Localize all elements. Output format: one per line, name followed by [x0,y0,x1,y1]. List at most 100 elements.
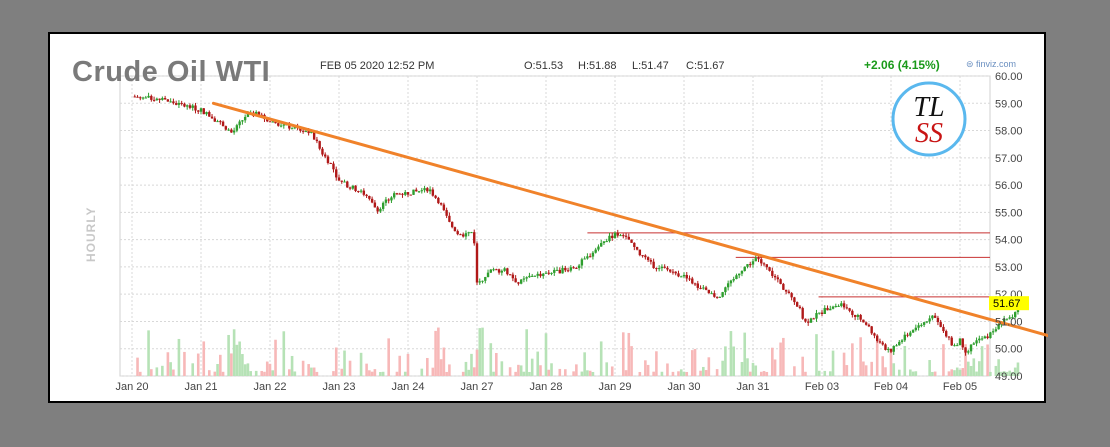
volume-bar [715,369,719,376]
candle-body [721,292,724,297]
x-tick-label: Jan 21 [184,381,217,393]
volume-bar [359,352,363,376]
candle-body [395,193,399,195]
candle-body [903,334,906,341]
candle-body [732,279,735,281]
volume-bar [373,369,377,376]
candle-body [853,314,857,317]
candle-body [555,269,559,271]
candle-body [693,283,697,285]
candle-body [163,98,167,100]
volume-bar [448,364,451,376]
candle-body [315,139,319,142]
candle-body [166,99,170,102]
volume-bar [884,367,887,376]
y-tick-label: 53.00 [995,262,1023,274]
candle-body [381,202,385,209]
candle-body [782,283,785,290]
volume-bar [666,363,669,376]
candle-body [646,257,650,261]
volume-bar [368,370,371,376]
volume-bar [588,370,592,376]
candle-body [158,98,161,100]
source-link[interactable]: ⊜ finviz.com [966,59,1017,69]
volume-bars [136,327,1020,376]
volume-bar [989,371,992,376]
candle-body [768,267,771,271]
volume-bar [437,327,440,376]
candle-body [357,191,360,193]
candle-body [423,188,426,191]
x-tick-label: Jan 22 [253,381,286,393]
volume-bar [379,371,382,376]
candle-body [967,351,970,353]
candle-body [514,278,517,283]
volume-bar [862,361,865,376]
candle-body [765,264,768,268]
y-tick-label: 56.00 [995,180,1023,192]
candle-body [346,181,349,188]
candle-body [470,232,473,234]
volume-bar [914,371,918,376]
logo-text-bottom: SS [915,118,943,149]
candle-body [219,121,222,123]
candle-body [749,264,752,266]
grid [119,75,991,377]
candle-body [682,274,686,277]
candle-body [627,236,630,240]
candle-body [340,180,343,182]
candle-body [288,124,291,129]
candle-body [370,198,374,203]
candle-body [757,258,760,260]
candle-body [801,308,804,319]
volume-bar [580,371,584,376]
volume-bar [751,362,755,376]
volume-bar [859,337,862,376]
x-tick-label: Jan 30 [667,381,700,393]
volume-bar [177,338,181,376]
candle-body [464,233,468,237]
volume-bar [293,371,297,376]
volume-bar [1008,370,1011,376]
candle-body [473,232,476,244]
volume-bar [403,371,407,376]
candle-body [517,282,520,284]
volume-bar [870,361,873,376]
candle-body [359,190,363,192]
candle-body [542,273,545,277]
candle-body [525,277,528,279]
volume-bar [702,366,705,376]
volume-bar [340,368,344,376]
candle-body [787,291,791,294]
plot-border [119,75,991,377]
candle-body [884,344,887,350]
volume-bar [646,364,650,376]
candle-body [489,269,492,273]
candle-body [478,281,481,283]
candle-body [437,197,440,204]
volume-bar [495,352,498,376]
candle-body [812,318,815,320]
volume-bar [1002,371,1006,376]
chart-title: Crude Oil WTI [72,56,271,88]
candle-body [986,336,989,339]
candle-body [566,270,570,272]
volume-bar [740,361,744,376]
candle-body [230,129,233,133]
candle-body [605,241,608,243]
candle-body [685,274,688,279]
candle-body [401,193,404,195]
x-tick-label: Feb 03 [805,381,839,393]
candle-body [486,272,490,278]
volume-bar [980,346,984,376]
candle-body [688,278,691,280]
candle-body [870,326,873,334]
candle-body [547,272,550,274]
candle-body [583,258,586,260]
volume-bar [605,362,609,376]
candle-body [335,169,338,178]
x-tick-label: Jan 28 [529,381,562,393]
volume-bar [851,343,854,376]
candle-body [818,312,821,314]
volume-bar [522,371,526,376]
